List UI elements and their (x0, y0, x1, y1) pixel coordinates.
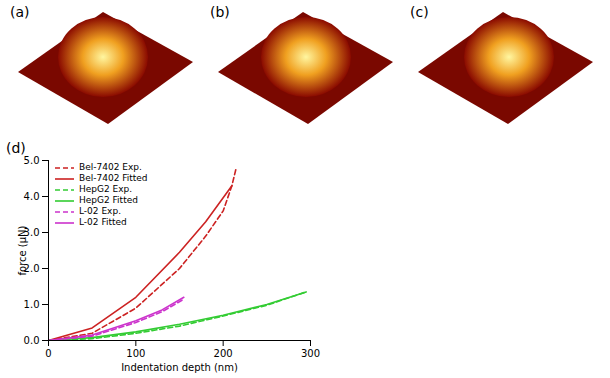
html-text:L-02 Exp.: L-02 Exp. (79, 206, 121, 216)
svg-text:force (µN): force (µN) (17, 225, 28, 275)
html-text:HepG2 Exp.: HepG2 Exp. (79, 184, 133, 194)
svg-text:2.0: 2.0 (23, 262, 40, 274)
svg-text:100: 100 (126, 348, 145, 359)
svg-text:0.0: 0.0 (24, 335, 40, 346)
html-text:HepG2 Fitted: HepG2 Fitted (79, 195, 138, 205)
svg-text:0: 0 (45, 348, 51, 359)
html-text:Bel-7402 Exp.: Bel-7402 Exp. (79, 162, 142, 172)
html-text:(a): (a) (10, 4, 30, 20)
svg-text:4.0: 4.0 (24, 191, 40, 202)
html-text:Bel-7402 Fitted: Bel-7402 Fitted (79, 173, 148, 183)
svg-text:200: 200 (214, 348, 233, 359)
html-text:(b): (b) (210, 4, 230, 20)
html-text:(d): (d) (6, 140, 26, 156)
html-text:L-02 Fitted: L-02 Fitted (79, 217, 127, 227)
svg-text:1.0: 1.0 (24, 299, 40, 310)
svg-text:5.0: 5.0 (24, 155, 40, 166)
html-text:(c): (c) (410, 4, 429, 20)
svg-text:Indentation depth (nm): Indentation depth (nm) (121, 362, 238, 373)
svg-text:300: 300 (301, 348, 320, 359)
svg-text:3.0: 3.0 (23, 226, 40, 238)
